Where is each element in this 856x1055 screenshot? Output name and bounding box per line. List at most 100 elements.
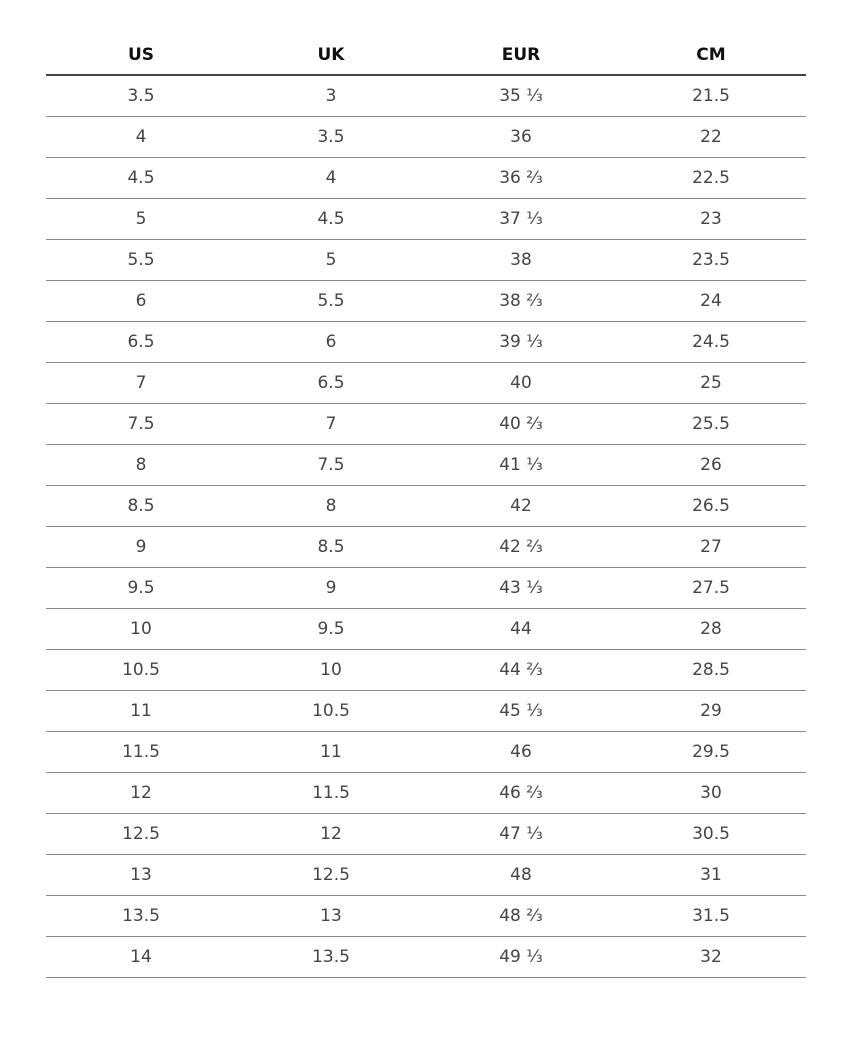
table-row: 3.5 3 35 ⅓ 21.5 (46, 75, 806, 117)
table-row: 7.5 7 40 ⅔ 25.5 (46, 403, 806, 445)
cell-uk: 5 (236, 239, 426, 281)
cell-uk: 13 (236, 895, 426, 937)
cell-cm: 24.5 (616, 321, 806, 363)
cell-uk: 4.5 (236, 198, 426, 240)
cell-cm: 24 (616, 280, 806, 322)
cell-us: 7.5 (46, 403, 236, 445)
cell-eur: 46 (426, 731, 616, 773)
table-row: 6.5 6 39 ⅓ 24.5 (46, 321, 806, 363)
cell-eur: 47 ⅓ (426, 813, 616, 855)
cell-us: 5 (46, 198, 236, 240)
cell-us: 3.5 (46, 75, 236, 117)
cell-eur: 39 ⅓ (426, 321, 616, 363)
cell-uk: 6.5 (236, 362, 426, 404)
cell-eur: 36 ⅔ (426, 157, 616, 199)
cell-eur: 40 ⅔ (426, 403, 616, 445)
cell-us: 9 (46, 526, 236, 568)
cell-eur: 38 ⅔ (426, 280, 616, 322)
cell-eur: 45 ⅓ (426, 690, 616, 732)
cell-uk: 6 (236, 321, 426, 363)
column-header-uk: UK (236, 36, 426, 76)
table-row: 11.5 11 46 29.5 (46, 731, 806, 773)
cell-cm: 31 (616, 854, 806, 896)
cell-uk: 9 (236, 567, 426, 609)
cell-us: 4 (46, 116, 236, 158)
table-row: 13.5 13 48 ⅔ 31.5 (46, 895, 806, 937)
cell-uk: 7 (236, 403, 426, 445)
cell-uk: 8 (236, 485, 426, 527)
cell-us: 10.5 (46, 649, 236, 691)
cell-us: 5.5 (46, 239, 236, 281)
cell-cm: 28 (616, 608, 806, 650)
cell-uk: 10.5 (236, 690, 426, 732)
table-row: 10.5 10 44 ⅔ 28.5 (46, 649, 806, 691)
cell-eur: 41 ⅓ (426, 444, 616, 486)
table-row: 4.5 4 36 ⅔ 22.5 (46, 157, 806, 199)
table-row: 12 11.5 46 ⅔ 30 (46, 772, 806, 814)
table-row: 5 4.5 37 ⅓ 23 (46, 198, 806, 240)
cell-cm: 30.5 (616, 813, 806, 855)
table-row: 12.5 12 47 ⅓ 30.5 (46, 813, 806, 855)
cell-cm: 26.5 (616, 485, 806, 527)
cell-cm: 22.5 (616, 157, 806, 199)
cell-uk: 12.5 (236, 854, 426, 896)
cell-cm: 27.5 (616, 567, 806, 609)
table-row: 5.5 5 38 23.5 (46, 239, 806, 281)
cell-cm: 23 (616, 198, 806, 240)
cell-cm: 28.5 (616, 649, 806, 691)
cell-cm: 32 (616, 936, 806, 978)
cell-cm: 29 (616, 690, 806, 732)
cell-uk: 11 (236, 731, 426, 773)
cell-cm: 29.5 (616, 731, 806, 773)
cell-us: 8 (46, 444, 236, 486)
cell-cm: 27 (616, 526, 806, 568)
cell-us: 14 (46, 936, 236, 978)
table-row: 9 8.5 42 ⅔ 27 (46, 526, 806, 568)
cell-uk: 7.5 (236, 444, 426, 486)
cell-us: 12 (46, 772, 236, 814)
cell-uk: 12 (236, 813, 426, 855)
shoe-size-table: US UK EUR CM 3.5 3 35 ⅓ 21.5 4 3.5 36 22 4.5 4 36 ⅔ 22… (46, 36, 806, 978)
column-header-us: US (46, 36, 236, 76)
cell-uk: 8.5 (236, 526, 426, 568)
cell-cm: 30 (616, 772, 806, 814)
cell-uk: 5.5 (236, 280, 426, 322)
cell-uk: 4 (236, 157, 426, 199)
cell-uk: 10 (236, 649, 426, 691)
table-row: 11 10.5 45 ⅓ 29 (46, 690, 806, 732)
cell-us: 11 (46, 690, 236, 732)
table-row: 6 5.5 38 ⅔ 24 (46, 280, 806, 322)
cell-cm: 25 (616, 362, 806, 404)
cell-us: 8.5 (46, 485, 236, 527)
cell-eur: 44 ⅔ (426, 649, 616, 691)
table-row: 7 6.5 40 25 (46, 362, 806, 404)
cell-uk: 9.5 (236, 608, 426, 650)
cell-us: 6.5 (46, 321, 236, 363)
table-row: 13 12.5 48 31 (46, 854, 806, 896)
cell-eur: 40 (426, 362, 616, 404)
table-row: 4 3.5 36 22 (46, 116, 806, 158)
cell-us: 9.5 (46, 567, 236, 609)
table-row: 8 7.5 41 ⅓ 26 (46, 444, 806, 486)
column-header-cm: CM (616, 36, 806, 76)
cell-eur: 48 ⅔ (426, 895, 616, 937)
header-row: US UK EUR CM (46, 36, 806, 76)
cell-cm: 23.5 (616, 239, 806, 281)
cell-us: 6 (46, 280, 236, 322)
table-row: 14 13.5 49 ⅓ 32 (46, 936, 806, 978)
cell-cm: 25.5 (616, 403, 806, 445)
cell-us: 13 (46, 854, 236, 896)
cell-us: 4.5 (46, 157, 236, 199)
cell-eur: 35 ⅓ (426, 75, 616, 117)
table-row: 10 9.5 44 28 (46, 608, 806, 650)
cell-us: 7 (46, 362, 236, 404)
cell-eur: 42 ⅔ (426, 526, 616, 568)
cell-uk: 11.5 (236, 772, 426, 814)
cell-eur: 37 ⅓ (426, 198, 616, 240)
column-header-eur: EUR (426, 36, 616, 76)
table-row: 9.5 9 43 ⅓ 27.5 (46, 567, 806, 609)
table-row: 8.5 8 42 26.5 (46, 485, 806, 527)
cell-eur: 46 ⅔ (426, 772, 616, 814)
cell-cm: 26 (616, 444, 806, 486)
cell-eur: 49 ⅓ (426, 936, 616, 978)
